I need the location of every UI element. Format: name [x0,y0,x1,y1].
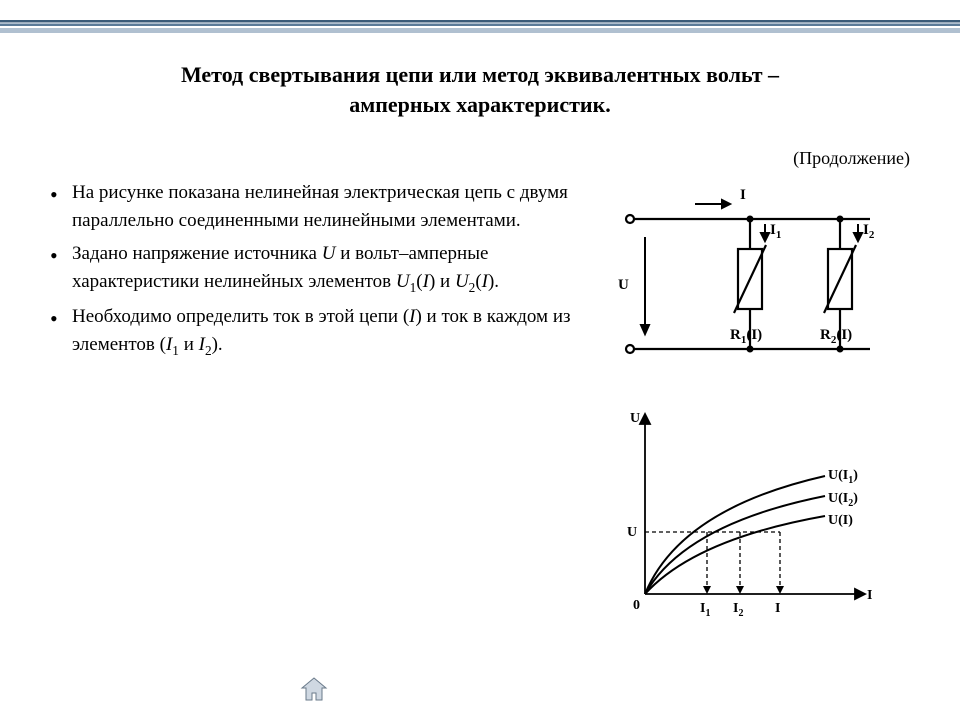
svg-text:I: I [867,588,872,603]
svg-text:I1: I1 [770,222,781,241]
vac-chart: U I 0 U I1 I2 I U(I1) U(I2) U(I) [600,394,900,634]
b3-and: и [179,334,199,355]
b3-pre: Необходимо определить ток в этой цепи ( [72,306,409,327]
b3-end: ). [212,334,223,355]
b2-U2: U [455,271,469,292]
svg-text:I: I [775,601,780,616]
svg-text:R1(I): R1(I) [730,327,762,346]
curve-1 [645,476,825,594]
body-row: На рисунке показана нелинейная электриче… [50,179,910,639]
slide-content: Метод свертывания цепи или метод эквивал… [50,60,910,639]
circuit-diagram: I I1 I2 U R1(I) R2(I) [600,179,900,389]
b3-s2: 2 [205,342,212,357]
svg-text:U: U [627,525,637,540]
svg-text:U(I2): U(I2) [828,491,858,509]
bullet-1: На рисунке показана нелинейная электриче… [50,179,580,234]
bullet-3: Необходимо определить ток в этой цепи (I… [50,303,580,360]
circ-I: I [740,187,746,203]
bullet-2: Задано напряжение источника U и вольт–ам… [50,240,580,297]
svg-text:U(I): U(I) [828,513,853,528]
bullet-1-text: На рисунке показана нелинейная электриче… [72,182,568,231]
slide-title: Метод свертывания цепи или метод эквивал… [160,60,800,119]
b2-p2b: ). [488,271,499,292]
curve-3 [645,516,825,594]
figures-column: I I1 I2 U R1(I) R2(I) [600,179,910,639]
svg-text:0: 0 [633,598,640,613]
b2-U: U [322,243,336,264]
continuation-label: (Продолжение) [793,148,910,169]
svg-text:I2: I2 [863,222,875,241]
curve-2 [645,496,825,594]
svg-text:I2: I2 [733,601,743,619]
b2-and: и [435,271,455,292]
svg-text:U: U [618,277,629,293]
b2-pre: Задано напряжение источника [72,243,322,264]
header-rule [0,20,960,26]
home-icon[interactable] [300,676,328,702]
b3-s1: 1 [172,342,179,357]
svg-text:U(I1): U(I1) [828,468,858,486]
bullet-list: На рисунке показана нелинейная электриче… [50,179,580,639]
svg-text:I1: I1 [700,601,710,619]
b2-U1: U [396,271,410,292]
svg-text:U: U [630,411,640,426]
svg-text:R2(I): R2(I) [820,327,852,346]
